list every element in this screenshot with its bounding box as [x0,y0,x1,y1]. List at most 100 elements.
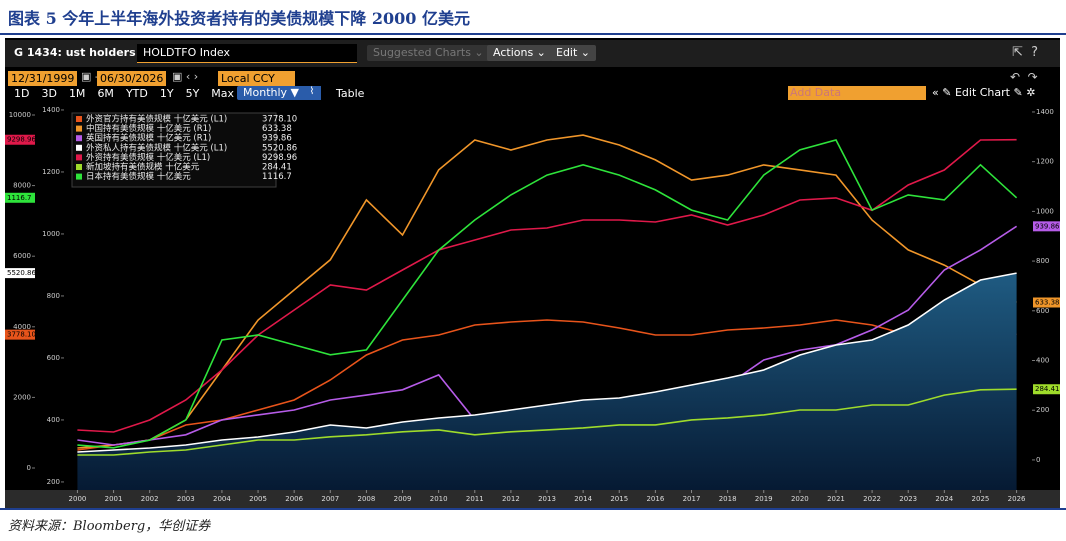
label: Edit [556,46,578,59]
last-value-tag [1033,384,1060,395]
legend-label: 英国持有美债规模 十亿美元 (R1) [86,133,211,144]
last-value-label: 284.41 [1035,385,1060,393]
legend: 外资官方持有美债规模 十亿美元 (L1) 3778.10 中国持有美债规模 十亿美元… [71,112,297,188]
chart-icon[interactable]: ⌇ [303,86,321,100]
x-tick-label: 2004 [213,495,231,503]
x-tick-label: 2000 [69,495,87,503]
table-button[interactable]: Table [336,87,365,100]
x-tick-label: 2011 [466,495,484,503]
rule [0,508,1066,510]
legend-label: 外资私人持有美债规模 十亿美元 (L1) [86,142,227,153]
legend-value: 284.41 [262,163,292,173]
y-tick-label: 200 [47,478,60,486]
period-button[interactable]: Max [211,87,235,100]
period-button[interactable]: 3D [41,87,57,100]
x-tick-label: 2013 [538,495,556,503]
y-tick-label: 600 [47,354,60,362]
series-line [77,134,1017,449]
last-value-tag [5,329,35,340]
legend-swatch [76,154,82,161]
legend-swatch [76,173,82,180]
y-tick-label: 800 [47,292,60,300]
period-button[interactable]: 6M [97,87,114,100]
period-button[interactable]: 5Y [185,87,200,100]
series-line [77,319,1017,451]
legend-box [71,112,277,188]
legend-label: 外资持有美债规模 十亿美元 (L1) [86,152,210,163]
legend-value: 3778.10 [262,115,297,125]
legend-swatch [76,125,82,132]
last-value-tag [5,192,35,203]
suggested-button[interactable]: Suggested Charts ⌄ [367,45,490,61]
period-button[interactable]: 1Y [159,87,174,100]
last-value-label: 3778.10 [7,331,36,339]
series-line [77,272,1017,453]
last-value-tag [5,134,35,145]
actions-button[interactable]: Actions ⌄ [487,45,552,61]
y-tick-label: 1400 [1036,108,1054,116]
x-tick-label: 2021 [827,495,845,503]
legend-value: 5520.86 [262,143,297,153]
y-tick-label: 8000 [13,182,31,190]
nav[interactable]: ▣ ‹ › [172,70,199,83]
edit-button[interactable]: Edit ⌄ [550,45,597,61]
x-tick-label: 2025 [972,495,990,503]
end-date[interactable]: 06/30/2026 [97,71,167,86]
legend-swatch [76,164,82,170]
legend-swatch [76,116,82,122]
legend-value: 9298.96 [262,153,297,163]
label: Actions [493,46,534,59]
y-tick-label: 1000 [1036,207,1054,215]
last-value-label: 633.38 [1035,299,1060,307]
y-tick-label: 0 [27,464,31,472]
x-tick-label: 2024 [935,495,953,503]
period-button[interactable]: 1M [68,87,86,100]
y-tick-label: 4000 [13,323,31,331]
currency[interactable]: Local CCY [218,71,295,86]
series-line [77,388,1017,456]
start-date[interactable]: 12/31/1999 [8,71,78,86]
edit-chart[interactable]: « ✎ Edit Chart ✎ ✲ [932,86,1036,99]
period-button[interactable]: 1D [14,87,30,100]
y-tick-label: 200 [1036,406,1049,414]
rule [0,33,1066,35]
x-tick-label: 2019 [755,495,773,503]
series-line [77,139,1018,449]
legend-label: 中国持有美债规模 十亿美元 (R1) [86,123,211,134]
last-value-label: 1116.7 [7,194,32,202]
ticker-input[interactable]: HOLDTFO Index [137,44,357,63]
label: Edit Chart [954,86,1010,99]
x-tick-label: 2003 [177,495,195,503]
area [77,273,1017,490]
x-tick-label: 2014 [574,495,592,503]
x-tick-label: 2009 [394,495,412,503]
periods: 1D 3D 1M 6M YTD 1Y 5Y Max [14,87,234,100]
y-tick-label: 800 [1036,257,1049,265]
label: Suggested Charts [373,46,471,59]
y-tick-label: 600 [1036,307,1049,315]
icons[interactable]: ⇱ ? [1012,45,1039,60]
series-line [77,138,1017,433]
x-tick-label: 2026 [1008,495,1026,503]
x-tick-label: 2006 [285,495,303,503]
y-tick-label: 2000 [13,393,31,401]
page-title: 图表 5 今年上半年海外投资者持有的美债规模下降 2000 亿美元 [8,9,470,28]
legend-value: 1116.7 [262,172,292,182]
legend-label: 日本持有美债规模 十亿美元 [86,171,191,182]
period-button[interactable]: YTD [125,87,148,100]
legend-label: 新加坡持有美债规模 十亿美元 [86,162,200,173]
frequency[interactable]: Monthly ▼ [237,86,305,100]
last-value-label: 5520.86 [7,269,36,277]
y-tick-label: 400 [47,416,60,424]
y-tick-label: 1400 [42,106,60,114]
add-data[interactable]: Add Data [788,86,926,100]
last-value-tag [1033,221,1060,232]
y-tick-label: 1200 [42,168,60,176]
y-tick-label: 400 [1036,357,1049,365]
legend-value: 939.86 [262,134,292,144]
x-axis-strip [5,490,1060,508]
undo-redo[interactable]: ↶ ↷ [1010,70,1038,84]
x-tick-label: 2008 [357,495,375,503]
